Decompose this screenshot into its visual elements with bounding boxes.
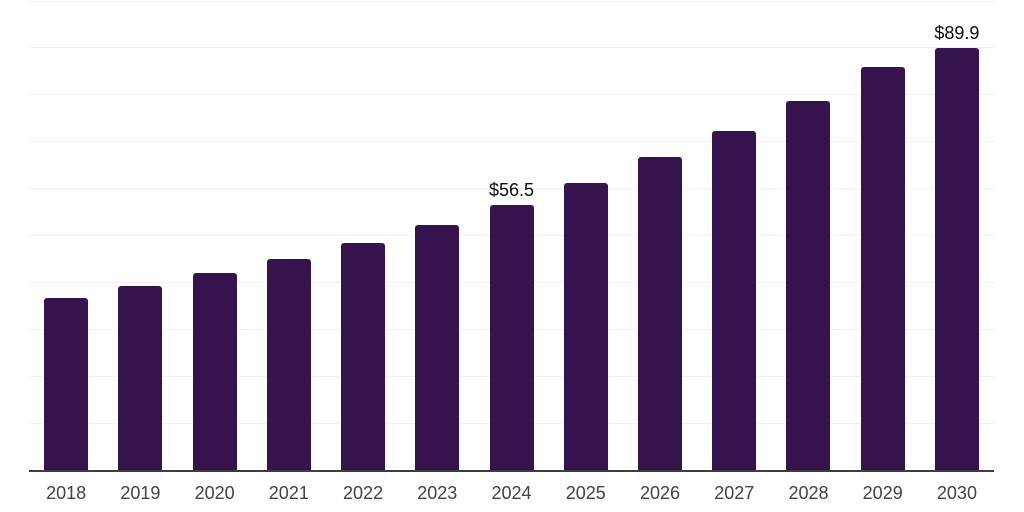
x-tick-label-2022: 2022 — [343, 483, 384, 503]
gridline-100 — [29, 0, 994, 2]
x-tick-label-2024: 2024 — [491, 483, 532, 503]
bar-slot-2029 — [846, 1, 920, 470]
bar-2028 — [786, 100, 831, 470]
plot-area: $56.5 $89.9 — [29, 0, 994, 472]
bar-slot-2022 — [326, 1, 400, 470]
bar-2019 — [118, 286, 163, 470]
bar-2023 — [415, 225, 460, 470]
bar-slot-2026 — [623, 1, 697, 470]
x-tick-label-2019: 2019 — [120, 483, 161, 503]
bar-slot-2021 — [252, 1, 326, 470]
gridline-80 — [29, 94, 994, 96]
x-tick-label-2025: 2025 — [565, 483, 606, 503]
x-tick-label-2018: 2018 — [46, 483, 87, 503]
bar-slot-2027 — [697, 1, 771, 470]
bars-container: $56.5 $89.9 — [29, 1, 994, 470]
bar-slot-2030: $89.9 — [920, 1, 994, 470]
bar-2024: $56.5 — [489, 180, 534, 470]
x-axis-tick-labels: 2018 2019 2020 2021 2022 2023 2024 2025 2026 2027… — [29, 483, 994, 504]
bar-2030: $89.9 — [934, 23, 979, 470]
x-tick-label-2029: 2029 — [862, 483, 903, 503]
gridline-70 — [29, 141, 994, 143]
value-label-2030: $89.9 — [934, 23, 980, 44]
x-axis-line — [29, 470, 994, 472]
bar-slot-2025 — [549, 1, 623, 470]
x-tick-label-2027: 2027 — [714, 483, 755, 503]
x-tick-label-2030: 2030 — [936, 483, 977, 503]
bar-2020 — [192, 273, 237, 470]
bar-slot-2028 — [771, 1, 845, 470]
x-tick-label-2026: 2026 — [639, 483, 681, 503]
bar-2027 — [712, 130, 757, 470]
value-label-2024: $56.5 — [488, 180, 535, 201]
bar-2022 — [341, 243, 386, 470]
bar-slot-2024: $56.5 — [474, 1, 548, 470]
gridline-90 — [29, 47, 994, 49]
x-tick-label-2021: 2021 — [268, 483, 309, 503]
bar-2026 — [637, 156, 682, 470]
x-tick-label-2028: 2028 — [788, 483, 829, 503]
bar-2018 — [44, 298, 89, 470]
bar-slot-2019 — [103, 1, 177, 470]
bar-2029 — [860, 66, 905, 470]
bar-slot-2018 — [29, 1, 103, 470]
bar-slot-2020 — [177, 1, 251, 470]
x-tick-label-2023: 2023 — [417, 483, 458, 503]
bar-2025 — [563, 183, 608, 470]
gridline-60 — [29, 188, 994, 190]
bar-2021 — [266, 258, 311, 470]
x-tick-label-2020: 2020 — [194, 483, 235, 503]
bar-slot-2023 — [400, 1, 474, 470]
